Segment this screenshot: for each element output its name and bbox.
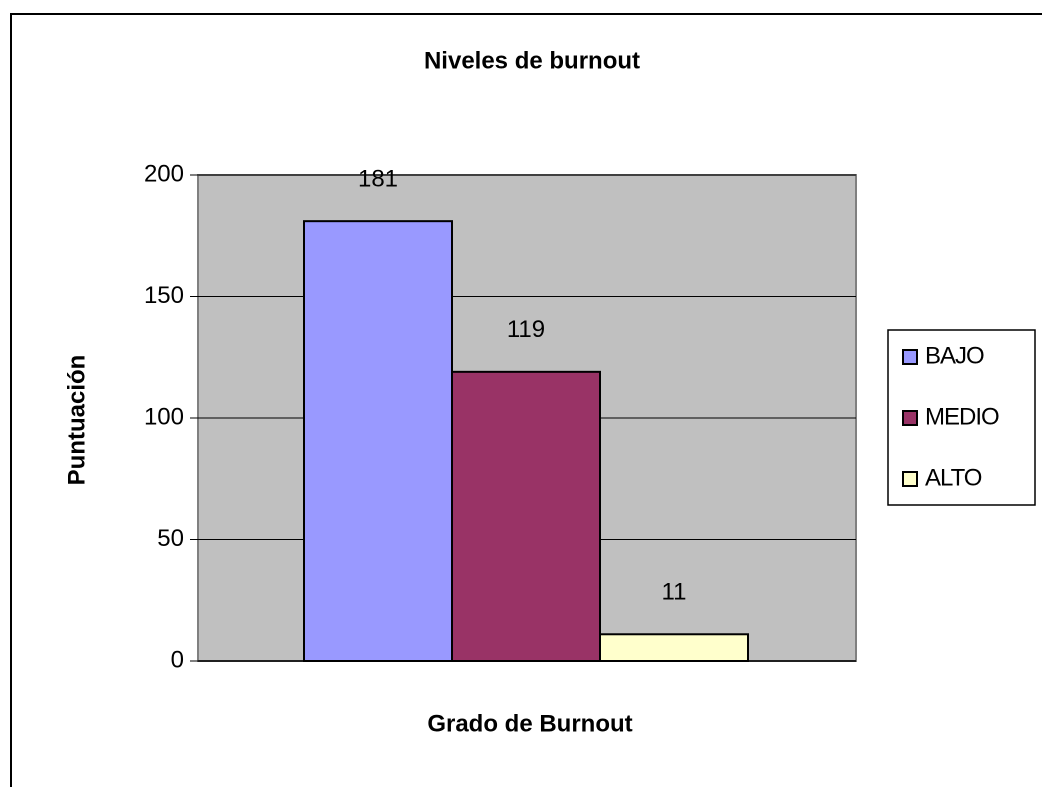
legend-swatch [902,471,918,487]
data-label: 181 [358,166,398,193]
y-axis-label: Puntuación [63,355,90,486]
y-tick-label: 150 [144,282,184,309]
bar [303,220,453,662]
legend-label: BAJO [925,342,984,369]
legend-swatch [902,410,918,426]
legend-label: MEDIO [925,403,999,430]
y-tick-label: 0 [171,646,184,673]
legend-label: ALTO [925,464,982,491]
y-tick-label: 50 [157,525,184,552]
data-label: 11 [662,579,687,606]
x-axis-label: Grado de Burnout [427,710,632,737]
chart-title: Niveles de burnout [424,47,640,74]
data-label: 119 [507,316,545,343]
y-tick-label: 200 [144,160,184,187]
legend-swatch [902,349,918,365]
y-tick-label: 100 [144,403,184,430]
chart-border [10,13,1042,787]
bar [599,633,749,663]
bar [451,370,601,662]
